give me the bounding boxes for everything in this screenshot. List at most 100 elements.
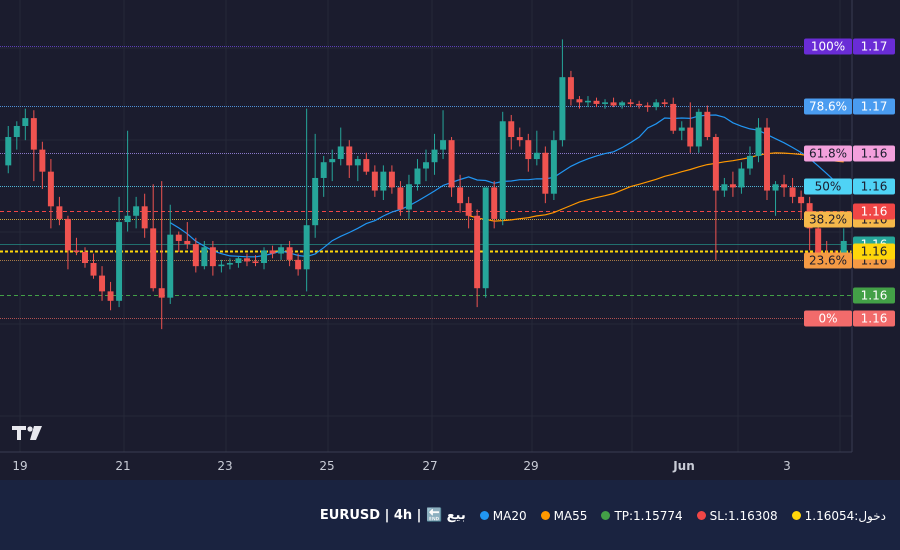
candle-body [133,206,140,216]
grid [0,0,852,452]
x-tick-label: 23 [217,459,232,473]
candle-body [670,103,677,131]
candle-body [610,102,617,106]
candle [22,108,29,141]
legend-label: TP:1.15774 [614,508,683,523]
legend-bar: EURUSD | 4h | 🔚 بيع MA20 MA55 TP:1.15774… [0,480,900,550]
candle-body [30,118,37,150]
candle [440,110,447,160]
candle [320,155,327,197]
price-chart[interactable]: 1.17 19 21 23 25 27 29 Jun 3 100% 1.17 78.6% 1.17 6… [0,0,900,480]
candle [363,152,370,175]
candle [107,281,114,311]
candle [687,102,694,153]
candle [73,237,80,256]
sl-dot-icon [696,511,706,520]
candle-body [508,121,515,138]
candle [619,100,626,109]
candle-body [252,261,259,264]
candles [5,39,847,330]
candle [371,165,378,197]
fib-pct-label-bg [804,38,852,55]
ma55-dot-icon [540,511,550,520]
candle [209,240,216,276]
candle-body [653,102,660,108]
candle-body [695,111,702,147]
fib-value-label: 1.16 [853,178,895,195]
fib-value-label-bg [853,98,895,115]
candle-body [175,234,182,241]
legend-label: SL:1.16308 [709,508,778,523]
x-tick-label: 19 [12,459,27,473]
fib-value-label-bg [853,310,895,327]
candle [704,105,711,141]
trade-label-tp-text: 1.16 [861,289,888,303]
candle-body [226,263,233,265]
candle-body [261,250,268,264]
candle-body [593,100,600,104]
candle-body [388,171,395,188]
candle-body [431,149,438,163]
ma55-line [468,152,844,222]
time-axis: 19 21 23 25 27 29 Jun 3 [12,459,790,473]
legend-label: MA20 [492,508,527,523]
candle [499,111,506,226]
trade-label-sl-text: 1.16 [861,205,888,219]
candle-body [746,155,753,169]
candle [695,108,702,153]
candle-body [13,125,20,138]
candle-body [559,77,566,141]
candle-body [405,184,412,210]
trade-label-sl-bg [853,203,895,220]
candle [550,130,557,201]
candle [431,133,438,175]
fib-value-label-text: 1.17 [861,40,888,54]
candle-body [116,222,123,301]
candle [457,174,464,213]
trade-label-entry-bg [853,243,895,260]
candle-body [278,247,285,254]
legend-item-entry: 1.16054:دخول [791,509,886,523]
candle [261,247,268,270]
candle [729,171,736,197]
candle [226,258,233,270]
candle-body [840,240,847,260]
candle [56,196,63,226]
fib-pct-label: 100% [804,38,852,55]
candle-body [56,206,63,219]
candle [423,149,429,182]
price-labels: 100% 1.17 78.6% 1.17 61.8% 1.16 50% 1.16 38.2% 1.… [804,38,895,327]
fib-value-label-text: 1.17 [861,100,888,114]
candle [141,193,148,238]
candle-body [704,111,711,138]
candle-body [354,159,361,166]
candle-body [201,247,208,267]
legend-item-tp: TP:1.15774 [601,508,683,523]
candle [414,159,421,191]
candle [235,256,242,268]
candle [303,108,310,292]
trade-label-sl: 1.16 [853,203,895,220]
fib-pct-label-text: 0% [818,312,837,326]
candle [525,133,532,172]
candle-body [22,118,29,126]
fib-pct-label-text: 23.6% [809,254,847,268]
candle [678,121,685,141]
tp-dot-icon [601,511,611,520]
candle-body [209,247,216,267]
candle-body [243,258,250,262]
candle-body [150,228,157,289]
chart-background [0,0,900,480]
candle [286,240,293,267]
candle [167,204,174,304]
candle-body [525,140,532,160]
candle [584,96,591,108]
candle-body [39,149,46,172]
tradingview-logo-icon [12,426,42,440]
candle [337,127,344,166]
candle-body [107,291,114,301]
candle [295,253,302,276]
candle [278,244,285,260]
candle [644,102,651,112]
fib-value-label-text: 1.16 [861,312,888,326]
